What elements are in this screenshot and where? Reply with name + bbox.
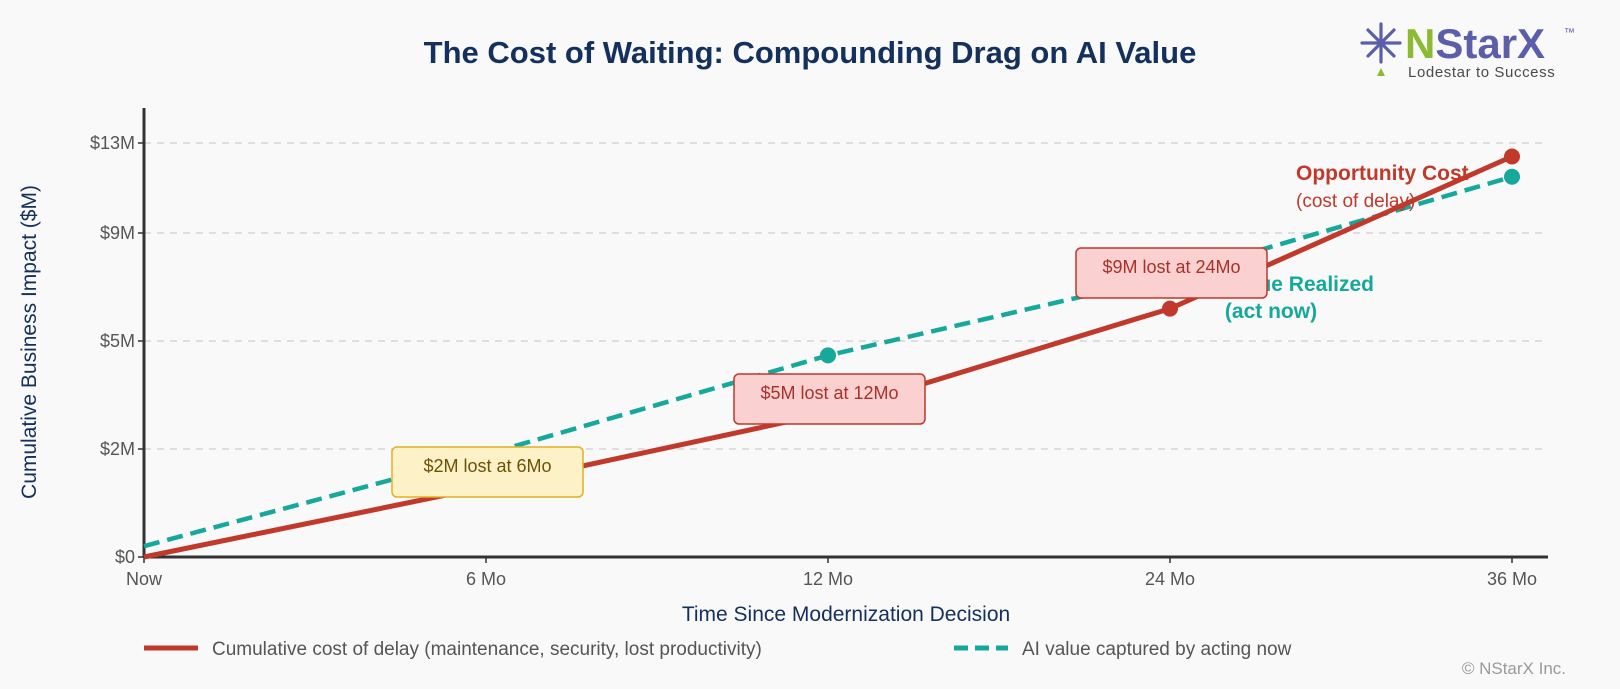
logo-tagline: Lodestar to Success (1408, 64, 1555, 81)
annotation-label: $2M lost at 6Mo (423, 456, 551, 476)
x-axis-label: Time Since Modernization Decision (682, 603, 1010, 626)
logo-trademark: ™ (1564, 27, 1575, 39)
chart-title: The Cost of Waiting: Compounding Drag on… (424, 35, 1197, 70)
annotation-box (733, 373, 926, 425)
annotation-box (391, 446, 584, 498)
logo-wordmark: NStarX (1405, 20, 1545, 67)
series-end-label-cost: Opportunity Cost (1296, 162, 1469, 185)
data-point-cost-of-delay (1162, 300, 1178, 317)
y-tick-label: $9M (100, 223, 135, 243)
series-end-sublabel-cost: (cost of delay) (1296, 191, 1415, 212)
series-end-sublabel-value: (act now) (1225, 300, 1317, 323)
grid-layer (144, 142, 1548, 450)
x-tick-label: 24 Mo (1145, 569, 1195, 589)
series-end-labels: Opportunity Cost(cost of delay)Value Rea… (1225, 162, 1469, 323)
axis-layer: $0 $2M $5M $9M $13M Now 6 Mo 12 Mo 24 Mo 36 Mo (90, 108, 1548, 589)
x-tick-label: 6 Mo (466, 569, 506, 589)
legend-label-cost: Cumulative cost of delay (maintenance, s… (212, 639, 762, 660)
x-tick-label: 36 Mo (1487, 569, 1537, 589)
annotation-label: $5M lost at 12Mo (760, 383, 898, 403)
y-tick-label: $13M (90, 133, 135, 153)
annotation-box (1075, 247, 1268, 299)
star-icon (1360, 22, 1402, 64)
y-tick-label: $0 (115, 547, 135, 567)
drop-icon (1377, 68, 1385, 76)
y-tick-label: $2M (100, 439, 135, 459)
data-point-ai-value (820, 347, 836, 364)
nstarx-logo: NStarX ™ Lodestar to Success (1360, 20, 1575, 81)
data-point-cost-of-delay (1504, 148, 1520, 165)
legend: Cumulative cost of delay (maintenance, s… (144, 639, 1292, 660)
data-point-ai-value (1504, 168, 1520, 185)
copyright-text: © NStarX Inc. (1462, 659, 1566, 678)
annotation-layer: $2M lost at 6Mo $5M lost at 12Mo $9M lost … (391, 247, 1268, 498)
annotation-label: $9M lost at 24Mo (1102, 257, 1240, 277)
x-tick-label: Now (126, 569, 163, 589)
legend-label-value: AI value captured by acting now (1022, 639, 1292, 660)
y-tick-label: $5M (100, 331, 135, 351)
x-tick-label: 12 Mo (803, 569, 853, 589)
y-axis-label: Cumulative Business Impact ($M) (18, 185, 41, 499)
